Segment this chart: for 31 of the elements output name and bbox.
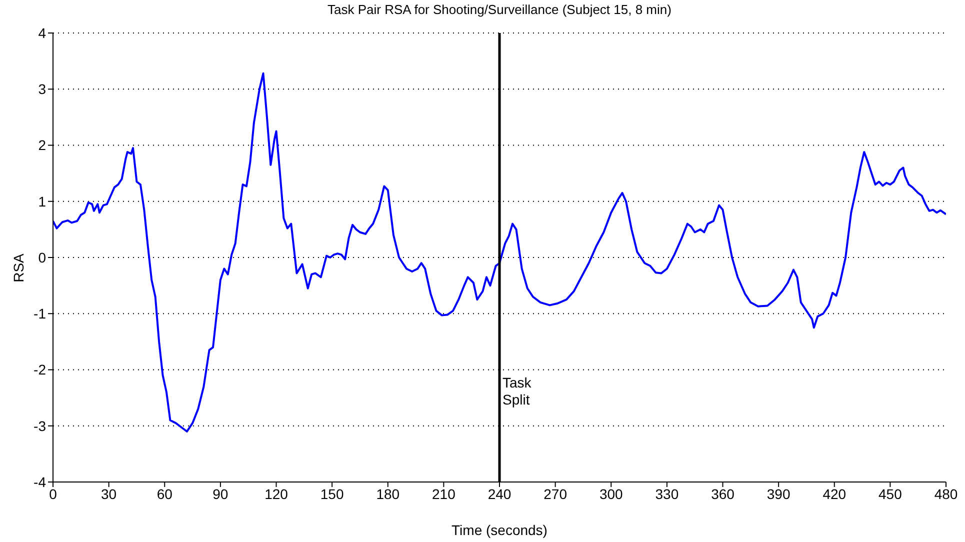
x-tick-label: 480: [934, 486, 958, 502]
y-tick-label: -3: [34, 418, 46, 434]
x-tick-label: 450: [878, 486, 902, 502]
x-tick-label: 420: [822, 486, 846, 502]
y-tick-label: 2: [38, 137, 46, 154]
x-tick-label: 390: [766, 486, 790, 502]
y-tick-label: -4: [34, 474, 46, 490]
x-tick-label: 240: [488, 486, 512, 502]
x-tick-label: 180: [376, 486, 400, 502]
x-tick-label: 0: [49, 486, 58, 502]
x-tick-label: 90: [212, 486, 228, 502]
line-series: [53, 72, 946, 432]
x-tick-label: 360: [711, 486, 735, 502]
x-tick-label: 120: [264, 486, 288, 502]
x-tick-label: 30: [101, 486, 117, 502]
x-tick-label: 210: [432, 486, 456, 502]
y-axis-title: RSA: [10, 254, 26, 282]
x-tick-label: 150: [320, 486, 344, 502]
x-tick-label: 330: [655, 486, 679, 502]
y-tick-label: -1: [34, 306, 46, 322]
y-tick-label: 3: [38, 81, 46, 98]
x-axis-title: Time (seconds): [450, 522, 548, 538]
y-tick-label: 1: [38, 193, 46, 210]
y-tick-label: -2: [34, 362, 46, 378]
x-tick-label: 60: [156, 486, 173, 502]
x-tick-label: 300: [599, 486, 624, 502]
chart-title: Task Pair RSA for Shooting/Surveillance (Subject 15, 8 min): [326, 2, 672, 17]
x-tick-label: 270: [544, 486, 568, 502]
y-tick-label: 0: [38, 249, 46, 266]
ref-line-label: Task Split: [502, 374, 532, 408]
y-tick-label: 4: [38, 24, 46, 41]
